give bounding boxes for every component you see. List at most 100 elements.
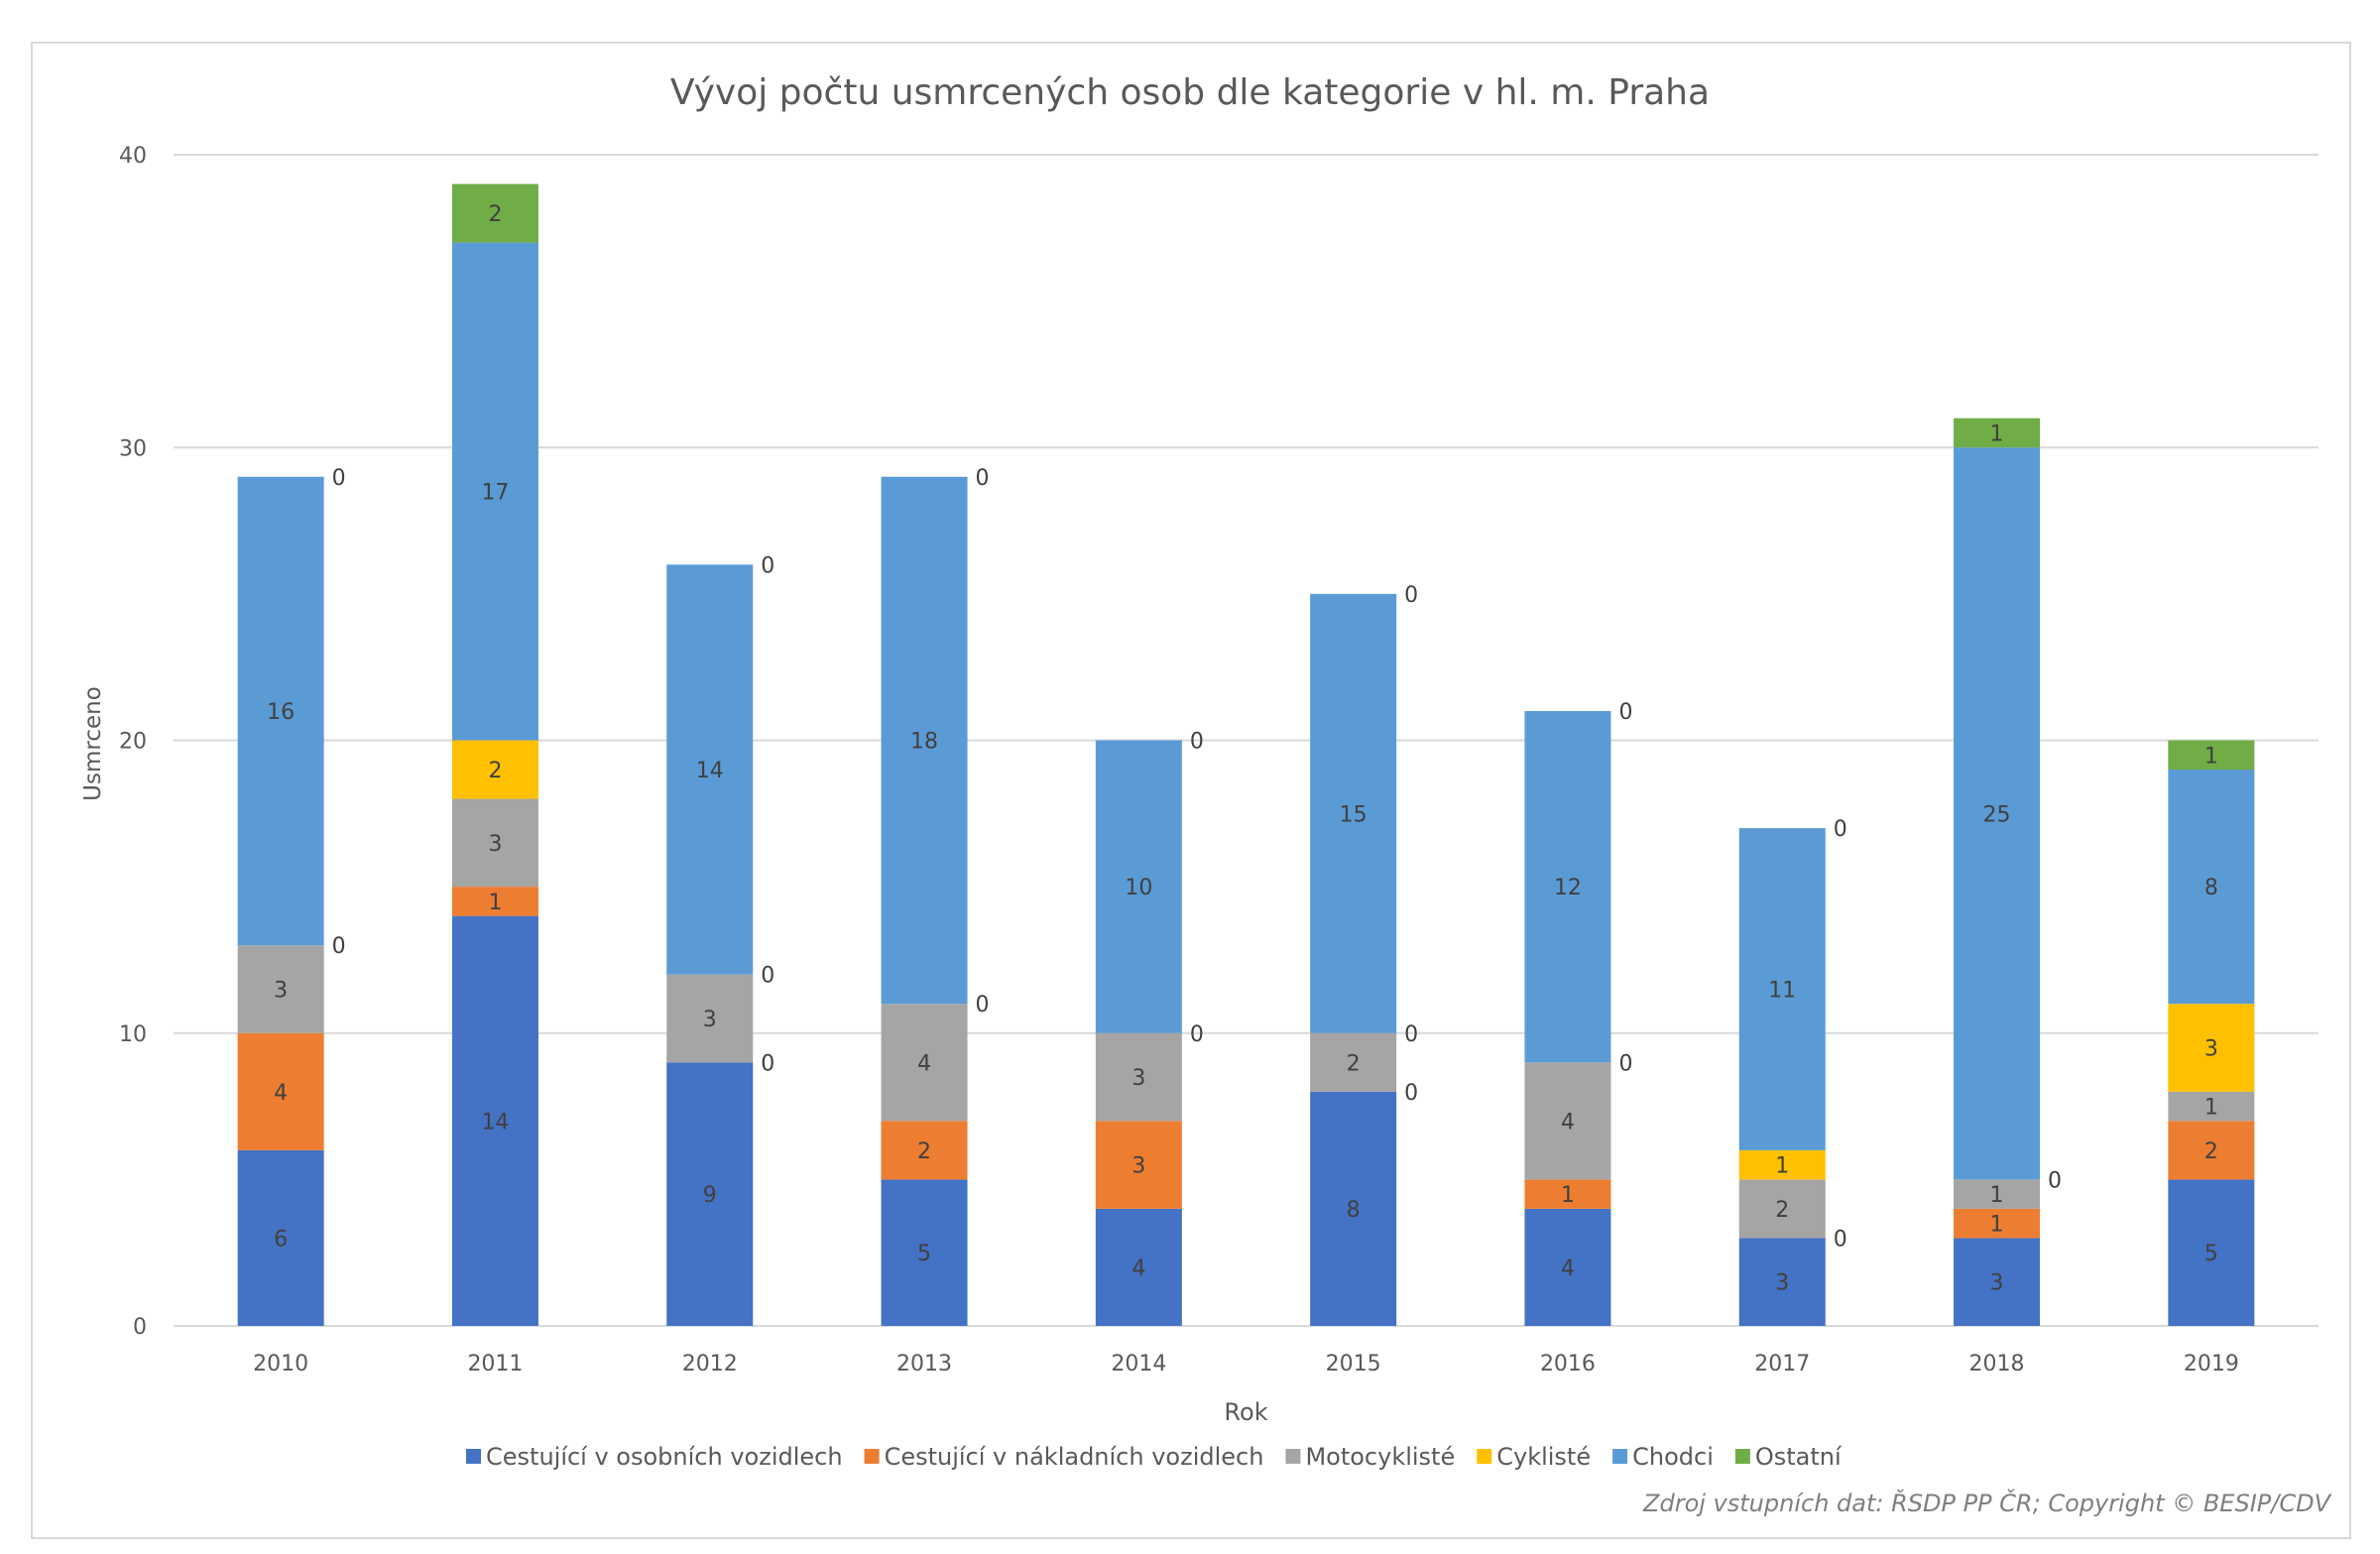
legend-label: Chodci (1632, 1443, 1714, 1471)
data-label: 14 (696, 759, 724, 783)
bar-segment (1310, 1091, 1397, 1326)
bar-segment (1095, 1208, 1182, 1326)
data-label-zero: 0 (976, 993, 990, 1017)
bar-segment (237, 1032, 324, 1150)
data-label: 4 (1561, 1256, 1575, 1281)
bar-segment (451, 242, 538, 741)
data-label-zero: 0 (1618, 1051, 1632, 1076)
data-label: 17 (481, 481, 509, 506)
bar-segment (2168, 1091, 2255, 1122)
x-tick-label: 2011 (467, 1352, 523, 1376)
data-label: 1 (488, 891, 502, 915)
data-label: 3 (274, 978, 288, 1003)
legend-label: Cyklisté (1496, 1443, 1591, 1471)
data-label: 1 (1990, 1213, 2004, 1238)
data-label: 3 (1990, 1271, 2004, 1296)
bar-segment (881, 1004, 968, 1122)
data-label-zero: 0 (761, 1051, 774, 1076)
data-label-zero: 0 (761, 553, 774, 578)
y-tick-label: 40 (119, 144, 147, 169)
x-tick-label: 2016 (1540, 1352, 1596, 1376)
legend-swatch (1734, 1449, 1750, 1464)
bar-segment (881, 1121, 968, 1180)
data-label: 1 (1990, 421, 2004, 446)
legend-label: Ostatní (1755, 1443, 1843, 1471)
data-label-zero: 0 (332, 466, 346, 491)
data-label: 1 (1990, 1183, 2004, 1208)
y-tick-label: 0 (133, 1315, 147, 1340)
data-label: 11 (1768, 978, 1796, 1003)
bar-segment (237, 1149, 324, 1326)
bar-segment (2168, 1004, 2255, 1092)
legend-label: Motocyklisté (1305, 1443, 1455, 1471)
legend-swatch (1477, 1449, 1492, 1464)
data-label-zero: 0 (1404, 1081, 1418, 1106)
bar-segment (1310, 1032, 1397, 1092)
bar-segment (451, 887, 538, 916)
legend-swatch (1612, 1449, 1628, 1464)
source-note: Zdroj vstupních dat: ŘSDP PP ČR; Copyrig… (1643, 1490, 2330, 1517)
data-label: 3 (2204, 1037, 2218, 1062)
y-axis-label: Usmrceno (80, 686, 106, 801)
y-tick-label: 10 (119, 1022, 147, 1047)
data-label: 6 (274, 1227, 288, 1252)
data-label: 3 (1131, 1154, 1145, 1179)
y-tick-label: 30 (119, 436, 147, 461)
data-label: 2 (488, 759, 502, 783)
x-tick-label: 2010 (253, 1352, 308, 1376)
bar-segment (1954, 1179, 2041, 1209)
data-label-zero: 0 (976, 466, 990, 491)
bar-segment (666, 1062, 754, 1326)
data-label: 4 (917, 1051, 931, 1076)
bar-segment (1738, 828, 1826, 1150)
bar-segment (666, 974, 754, 1063)
data-label: 2 (1347, 1051, 1361, 1076)
bar-segment (1310, 593, 1397, 1033)
legend-swatch (864, 1449, 880, 1464)
bar-segment (1954, 447, 2041, 1180)
data-label: 1 (1775, 1154, 1789, 1179)
bar-segment (451, 798, 538, 888)
data-label: 3 (703, 1008, 717, 1032)
data-label: 2 (1775, 1198, 1789, 1223)
bar-segment (1524, 710, 1611, 1063)
chart-title: Vývoj počtu usmrcených osob dle kategori… (670, 72, 1710, 113)
legend-label: Cestující v nákladních vozidlech (885, 1443, 1264, 1471)
x-tick-label: 2014 (1111, 1352, 1166, 1376)
data-label: 4 (274, 1081, 288, 1106)
bar-segment (1095, 1121, 1182, 1209)
data-label: 1 (2204, 1096, 2218, 1121)
legend-swatch (466, 1449, 481, 1464)
data-label: 1 (2204, 744, 2218, 769)
bar-segment (2168, 770, 2255, 1005)
x-tick-label: 2017 (1754, 1352, 1810, 1376)
bar-segment (2168, 740, 2255, 771)
bar-segment (1095, 1032, 1182, 1122)
bar-segment (881, 1179, 968, 1326)
x-tick-label: 2018 (1969, 1352, 2025, 1376)
x-tick-label: 2012 (682, 1352, 738, 1376)
legend-swatch (1285, 1449, 1301, 1464)
bar-segment (2168, 1121, 2255, 1180)
data-label-zero: 0 (2048, 1168, 2062, 1193)
bar-segment (237, 945, 324, 1033)
data-label: 8 (1347, 1198, 1361, 1223)
data-label: 14 (481, 1110, 509, 1135)
data-label: 3 (488, 832, 502, 857)
data-label-zero: 0 (1834, 1227, 1847, 1252)
bar-segment (1524, 1208, 1611, 1326)
data-label-zero: 0 (761, 964, 774, 989)
data-label: 2 (917, 1139, 931, 1164)
data-label: 18 (910, 730, 938, 755)
data-label: 15 (1340, 802, 1368, 827)
bar-segment (1738, 1179, 1826, 1239)
bar-segment (1524, 1062, 1611, 1180)
data-label: 1 (1561, 1183, 1575, 1208)
bar-segment (237, 476, 324, 946)
data-label: 5 (917, 1242, 931, 1266)
bar-segment (1954, 418, 2041, 448)
data-label-zero: 0 (1190, 730, 1204, 755)
x-tick-label: 2015 (1326, 1352, 1381, 1376)
data-label: 5 (2204, 1242, 2218, 1266)
